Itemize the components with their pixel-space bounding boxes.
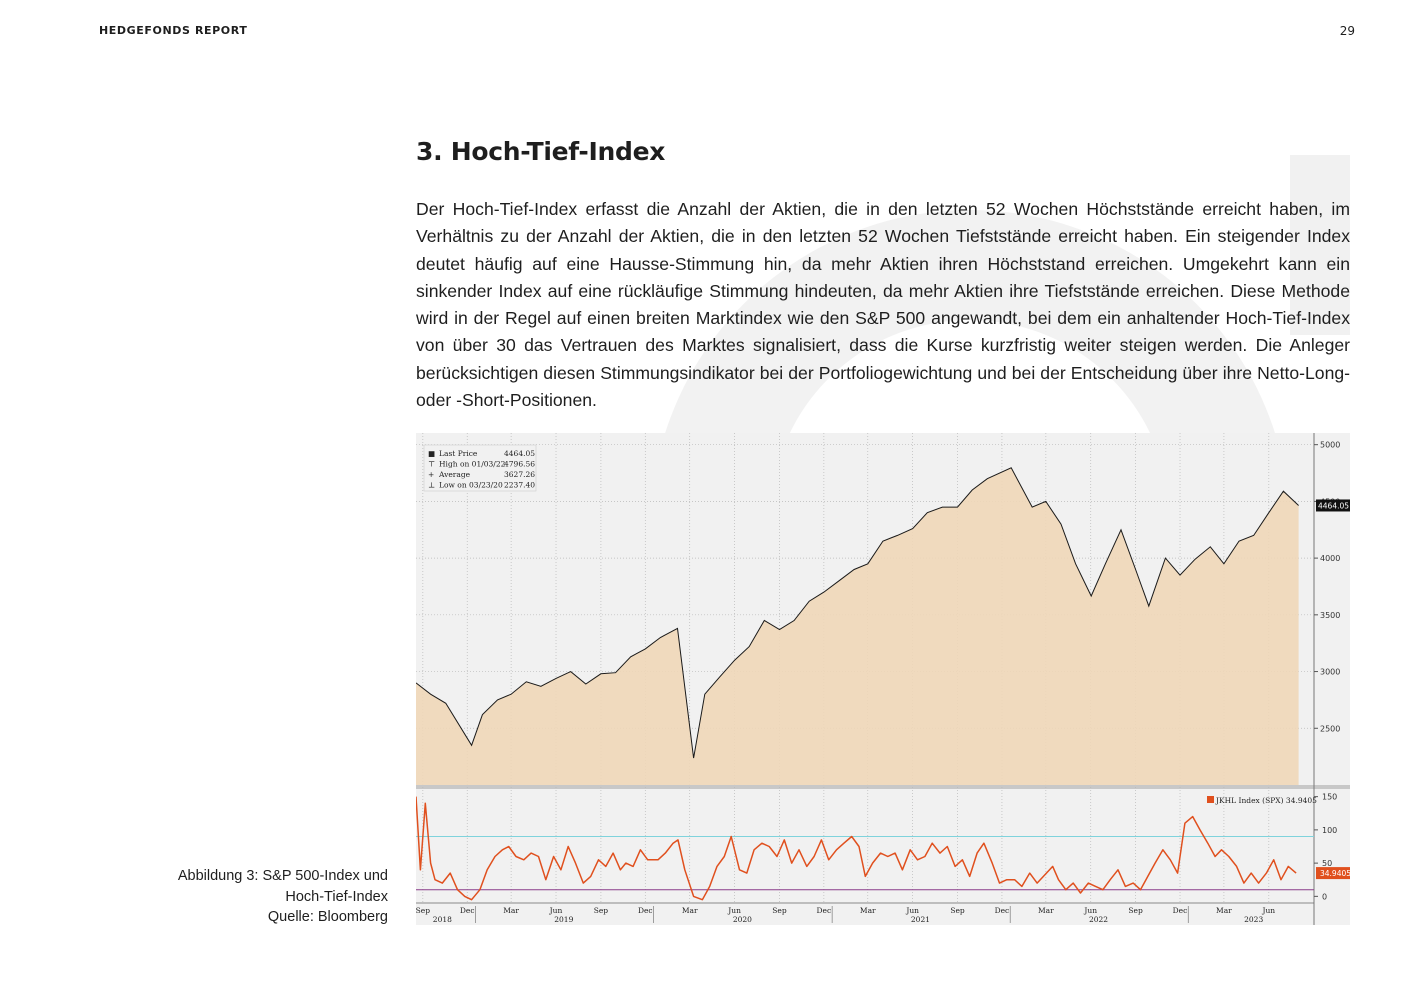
y-tick-label: 3500 [1320,611,1340,620]
x-tick-label: Mar [1216,906,1232,915]
section-paragraph: Der Hoch-Tief-Index erfasst die Anzahl d… [416,199,1350,411]
x-tick-label: Jun [549,906,563,915]
x-tick-label: Sep [1128,906,1143,915]
legend-value: 2237.40 [504,481,535,490]
report-title: HEDGEFONDS REPORT [99,24,248,37]
y-tick-label: 0 [1322,892,1327,901]
x-year-label: 2018 [433,915,452,924]
x-tick-label: Dec [1173,906,1188,915]
caption-line-1: Abbildung 3: S&P 500-Index und [177,868,388,884]
x-year-label: 2021 [911,915,930,924]
x-tick-label: Jun [1083,906,1097,915]
sp500-area [416,467,1299,785]
x-tick-label: Sep [416,906,430,915]
sp500-line [416,467,1299,759]
legend-marker: + [428,470,434,479]
x-tick-label: Sep [594,906,609,915]
y-tick-label: 5000 [1320,441,1340,450]
caption-line-3: Quelle: Bloomberg [267,909,388,925]
section-title: 3. Hoch-Tief-Index [416,137,666,166]
page-number: 29 [1339,24,1355,38]
x-year-label: 2023 [1244,915,1263,924]
x-tick-label: Mar [1038,906,1054,915]
legend-label: Low on 03/23/20 [439,481,503,490]
legend-value: 3627.26 [504,470,535,479]
caption-line-2: Hoch-Tief-Index [285,888,388,905]
x-tick-label: Mar [682,906,698,915]
legend-box [423,444,537,492]
y-tick-label: 3000 [1320,668,1340,677]
x-year-label: 2019 [554,915,573,924]
x-tick-label: Dec [460,906,475,915]
last-price-badge-text: 4464.05 [1318,501,1349,510]
y-tick-label: 150 [1322,793,1337,802]
hilo-last-badge-text: 34.9405 [1320,869,1350,878]
hilo-legend-swatch [1207,796,1214,803]
legend-label: Average [438,470,471,479]
x-tick-label: Sep [950,906,965,915]
chart-svg: 2500300035004000450050004464.05■Last Pri… [416,433,1350,925]
legend-marker: ⊤ [428,460,435,469]
hilo-last-badge [1316,867,1350,880]
hilo-legend-label: JKHL Index (SPX) 34.9405 [1215,796,1317,805]
last-price-badge [1316,499,1350,512]
y-tick-label: 50 [1322,859,1332,868]
hilo-index-line [416,796,1297,901]
x-tick-label: Jun [905,906,919,915]
x-tick-label: Sep [772,906,787,915]
legend-marker: ■ [428,449,435,458]
x-tick-label: Mar [503,906,519,915]
x-tick-label: Jun [1261,906,1275,915]
panel-divider [416,785,1350,789]
y-tick-label: 100 [1322,826,1337,835]
x-year-label: 2020 [733,915,752,924]
x-tick-label: Dec [995,906,1010,915]
legend-label: High on 01/03/22 [439,460,506,469]
legend-value: 4464.05 [504,449,535,458]
figure-caption: Abbildung 3: S&P 500-Index und Hoch-Tief… [88,866,388,928]
legend-value: 4796.56 [504,460,535,469]
sp500-chart-figure: 2500300035004000450050004464.05■Last Pri… [416,433,1350,925]
y-tick-label: 2500 [1320,724,1340,733]
x-year-label: 2022 [1089,915,1108,924]
x-tick-label: Jun [727,906,741,915]
x-tick-label: Mar [860,906,876,915]
legend-label: Last Price [439,449,478,458]
y-tick-label: 4000 [1320,554,1340,563]
x-tick-label: Dec [638,906,653,915]
legend-marker: ⊥ [428,481,435,490]
x-tick-label: Dec [817,906,832,915]
